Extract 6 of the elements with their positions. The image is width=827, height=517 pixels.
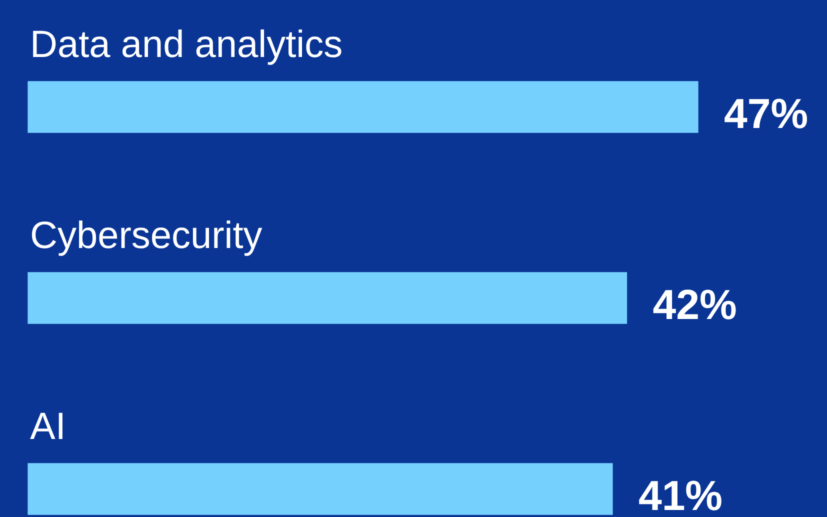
data-label: 47%: [724, 90, 808, 137]
y-tick-label: Cybersecurity: [30, 215, 262, 257]
data-label: 41%: [638, 472, 723, 517]
y-tick-label: AI: [30, 406, 66, 448]
data-label: 42%: [652, 281, 737, 328]
y-tick-label: Data and analytics: [30, 24, 343, 66]
